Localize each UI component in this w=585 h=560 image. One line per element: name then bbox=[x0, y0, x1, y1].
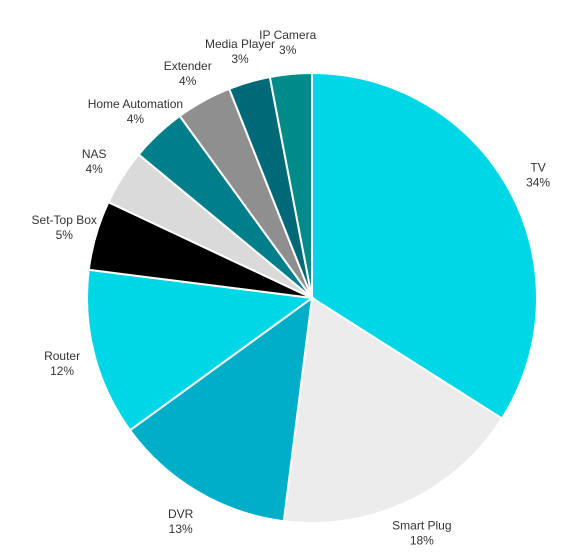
pie-slices bbox=[86, 71, 538, 524]
slice-label-media-player: Media Player bbox=[205, 37, 275, 51]
slice-percent-dvr: 13% bbox=[169, 522, 193, 536]
slice-percent-ip-camera: 3% bbox=[279, 43, 297, 57]
slice-label-dvr: DVR bbox=[168, 507, 194, 521]
slice-label-home-automation: Home Automation bbox=[88, 97, 183, 111]
slice-label-ip-camera: IP Camera bbox=[259, 28, 316, 42]
pie-slice-dvr bbox=[128, 295, 314, 523]
slice-percent-nas: 4% bbox=[85, 162, 103, 176]
slice-percent-set-top-box: 5% bbox=[56, 228, 74, 242]
slice-label-nas: NAS bbox=[82, 147, 107, 161]
pie-slice-smart-plug bbox=[282, 296, 504, 524]
slice-percent-extender: 4% bbox=[179, 74, 197, 88]
slice-label-smart-plug: Smart Plug bbox=[392, 518, 451, 532]
slice-percent-smart-plug: 18% bbox=[410, 533, 434, 547]
slice-percent-tv: 34% bbox=[526, 176, 550, 190]
pie-slice-ip-camera bbox=[268, 71, 313, 299]
slice-label-tv: TV bbox=[530, 161, 545, 175]
pie-slice-router bbox=[86, 268, 315, 432]
slice-label-extender: Extender bbox=[164, 59, 212, 73]
slice-percent-router: 12% bbox=[50, 364, 74, 378]
slice-label-router: Router bbox=[44, 349, 80, 363]
slice-percent-media-player: 3% bbox=[231, 52, 249, 66]
pie-slice-tv bbox=[311, 71, 538, 420]
slice-percent-home-automation: 4% bbox=[127, 112, 145, 126]
slice-label-set-top-box: Set-Top Box bbox=[32, 213, 97, 227]
